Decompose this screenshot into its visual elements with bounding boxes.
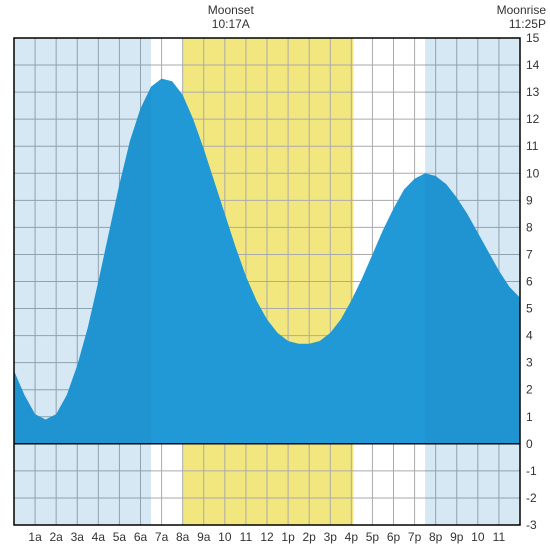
night-shade	[425, 38, 520, 525]
x-tick-label: 1a	[28, 530, 42, 544]
y-tick-label: 14	[526, 58, 540, 72]
x-tick-label: 9p	[450, 530, 464, 544]
x-tick-label: 8a	[176, 530, 190, 544]
tide-chart: 1a2a3a4a5a6a7a8a9a1011121p2p3p4p5p6p7p8p…	[0, 0, 550, 550]
x-tick-label: 6a	[134, 530, 148, 544]
y-tick-label: 11	[526, 139, 539, 153]
y-tick-label: 10	[526, 166, 540, 180]
x-tick-label: 7p	[408, 530, 422, 544]
y-tick-label: 5	[526, 302, 533, 316]
y-tick-label: 3	[526, 356, 533, 370]
moonrise-title: Moonrise	[497, 3, 547, 17]
y-tick-label: 6	[526, 275, 533, 289]
night-shade	[14, 38, 151, 525]
x-tick-label: 4a	[92, 530, 106, 544]
x-tick-label: 10	[218, 530, 232, 544]
y-tick-label: 7	[526, 247, 533, 261]
y-tick-label: -1	[526, 464, 537, 478]
y-tick-label: 9	[526, 193, 533, 207]
x-tick-label: 5a	[113, 530, 127, 544]
x-tick-label: 5p	[366, 530, 380, 544]
x-tick-label: 8p	[429, 530, 443, 544]
x-tick-label: 2p	[302, 530, 316, 544]
x-tick-label: 10	[471, 530, 485, 544]
x-tick-label: 9a	[197, 530, 211, 544]
x-tick-label: 11	[240, 530, 253, 544]
x-tick-label: 11	[493, 530, 506, 544]
y-tick-label: 15	[526, 31, 540, 45]
x-tick-label: 1p	[281, 530, 295, 544]
y-tick-label: 1	[526, 410, 533, 424]
x-tick-label: 12	[260, 530, 274, 544]
y-tick-label: -2	[526, 491, 537, 505]
y-tick-label: -3	[526, 518, 537, 532]
x-tick-label: 2a	[49, 530, 63, 544]
y-tick-label: 4	[526, 329, 533, 343]
y-tick-label: 12	[526, 112, 540, 126]
y-tick-label: 13	[526, 85, 540, 99]
y-tick-label: 2	[526, 383, 533, 397]
moonrise-time: 11:25P	[509, 17, 546, 31]
x-tick-label: 6p	[387, 530, 401, 544]
x-tick-label: 7a	[155, 530, 169, 544]
moonset-title: Moonset	[208, 3, 255, 17]
x-tick-label: 4p	[345, 530, 359, 544]
y-tick-label: 8	[526, 220, 533, 234]
y-tick-label: 0	[526, 437, 533, 451]
chart-svg: 1a2a3a4a5a6a7a8a9a1011121p2p3p4p5p6p7p8p…	[0, 0, 550, 550]
x-tick-label: 3a	[71, 530, 85, 544]
moonset-time: 10:17A	[212, 17, 250, 31]
x-tick-label: 3p	[324, 530, 338, 544]
